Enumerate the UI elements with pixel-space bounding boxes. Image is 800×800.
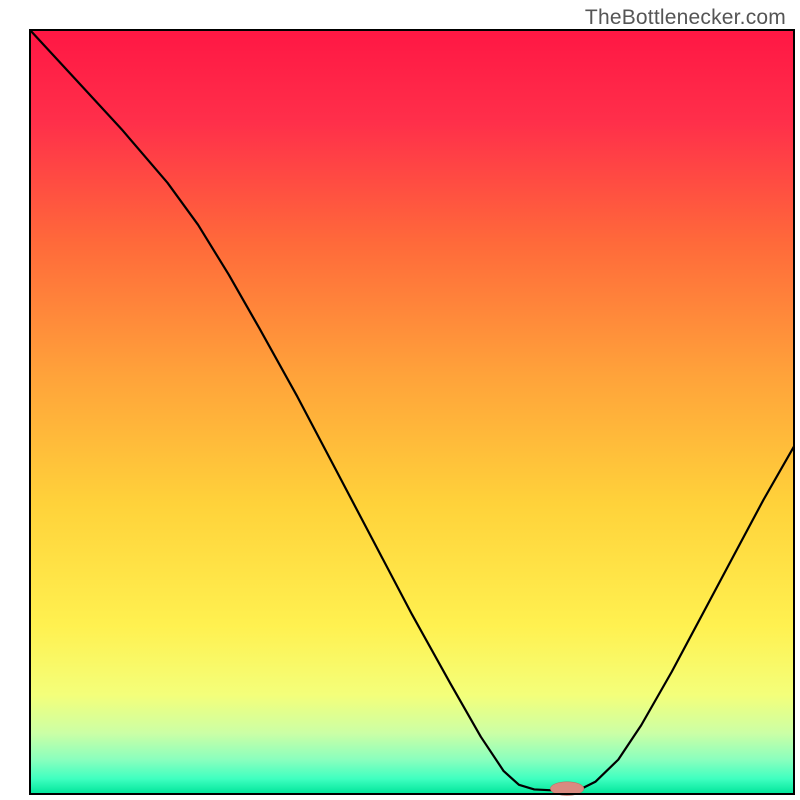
gradient-background [30,30,794,794]
chart-container: TheBottlenecker.com [0,0,800,800]
chart-svg [0,0,800,800]
watermark-label: TheBottlenecker.com [585,6,786,30]
